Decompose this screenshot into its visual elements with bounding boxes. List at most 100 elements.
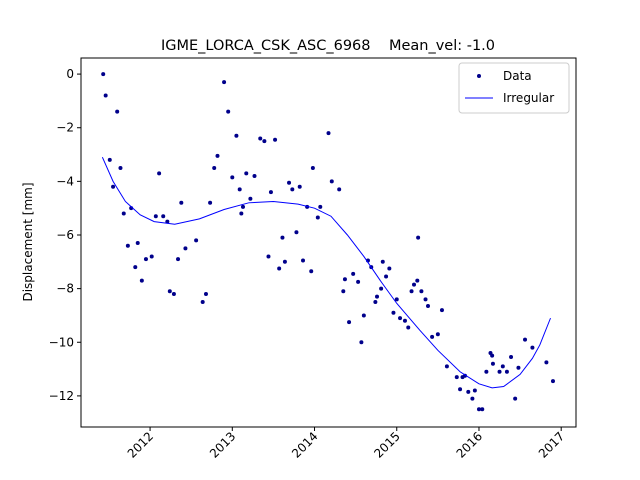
- data-point: [435, 332, 440, 337]
- data-point: [375, 294, 380, 299]
- legend-label: Data: [503, 69, 532, 83]
- data-point: [194, 238, 199, 243]
- data-point: [203, 291, 208, 296]
- data-point: [301, 258, 306, 263]
- data-point: [373, 300, 378, 305]
- data-point: [111, 184, 116, 189]
- data-point: [341, 289, 346, 294]
- data-point: [458, 387, 463, 392]
- data-point: [310, 165, 315, 170]
- data-point: [309, 269, 314, 274]
- x-tick-label: 2014: [289, 429, 320, 460]
- legend-label: Irregular: [503, 91, 554, 105]
- y-tick-label: −4: [56, 174, 74, 188]
- data-point: [415, 278, 420, 283]
- data-point: [239, 211, 244, 216]
- x-tick-label: 2017: [536, 429, 567, 460]
- y-tick-label: −12: [49, 389, 74, 403]
- data-point: [425, 304, 430, 309]
- y-tick-label: 0: [66, 67, 74, 81]
- data-point: [161, 214, 166, 219]
- data-point: [215, 153, 220, 158]
- data-point: [398, 316, 403, 321]
- data-point: [226, 109, 231, 114]
- y-tick-label: −2: [56, 121, 74, 135]
- y-tick-label: −6: [56, 228, 74, 242]
- chart-title: IGME_LORCA_CSK_ASC_6968 Mean_vel: -1.0: [161, 38, 495, 54]
- data-point: [476, 407, 481, 412]
- data-point: [252, 173, 257, 178]
- data-point: [490, 361, 495, 366]
- data-point: [480, 407, 485, 412]
- data-point: [179, 200, 184, 205]
- data-point: [121, 211, 126, 216]
- data-point: [277, 266, 282, 271]
- data-point: [497, 369, 502, 374]
- x-tick-label: 2015: [371, 429, 402, 460]
- data-point: [200, 300, 205, 305]
- data-point: [258, 136, 263, 141]
- data-point: [139, 278, 144, 283]
- data-point: [280, 235, 285, 240]
- data-point: [379, 286, 384, 291]
- data-point: [287, 180, 292, 185]
- x-tick-label: 2016: [454, 429, 485, 460]
- data-point: [133, 265, 138, 270]
- data-point: [171, 291, 176, 296]
- data-point: [222, 80, 227, 85]
- data-point: [268, 190, 273, 195]
- x-tick-label: 2012: [125, 429, 156, 460]
- data-point: [406, 325, 411, 330]
- data-point: [490, 353, 495, 358]
- data-point: [315, 215, 320, 220]
- data-point: [248, 196, 253, 201]
- data-point: [326, 131, 331, 136]
- data-point: [412, 282, 417, 287]
- data-point: [101, 72, 106, 77]
- data-point: [294, 230, 299, 235]
- data-point: [430, 334, 435, 339]
- data-point: [212, 165, 217, 170]
- data-point: [419, 289, 424, 294]
- data-point: [183, 246, 188, 251]
- data-point: [208, 200, 213, 205]
- data-point: [356, 279, 361, 284]
- data-point: [143, 257, 148, 262]
- y-tick-label: −10: [49, 335, 74, 349]
- data-point: [484, 369, 489, 374]
- legend-marker: [477, 74, 481, 78]
- data-point: [351, 271, 356, 276]
- data-point: [361, 313, 366, 318]
- data-point: [165, 219, 170, 224]
- data-point: [297, 184, 302, 189]
- data-point: [423, 297, 428, 302]
- data-point: [337, 187, 342, 192]
- data-point: [380, 259, 385, 264]
- data-point: [513, 396, 518, 401]
- data-point: [167, 289, 172, 294]
- plot-frame: [80, 57, 577, 428]
- data-point: [118, 165, 123, 170]
- data-point: [135, 241, 140, 246]
- x-tick-label: 2013: [207, 429, 238, 460]
- data-point: [523, 337, 528, 342]
- data-point: [394, 297, 399, 302]
- data-point: [244, 171, 249, 176]
- data-point: [153, 214, 158, 219]
- data-point: [347, 320, 352, 325]
- data-point: [262, 139, 267, 144]
- data-point: [466, 389, 471, 394]
- data-point: [230, 175, 235, 180]
- data-point: [149, 254, 154, 259]
- y-tick-label: −8: [56, 282, 74, 296]
- data-point: [237, 187, 242, 192]
- data-point: [444, 364, 449, 369]
- data-point: [282, 259, 287, 264]
- data-point: [329, 179, 334, 184]
- data-point: [290, 187, 295, 192]
- data-point: [516, 365, 521, 370]
- data-point: [125, 243, 130, 248]
- data-point: [504, 369, 509, 374]
- data-point: [318, 204, 323, 209]
